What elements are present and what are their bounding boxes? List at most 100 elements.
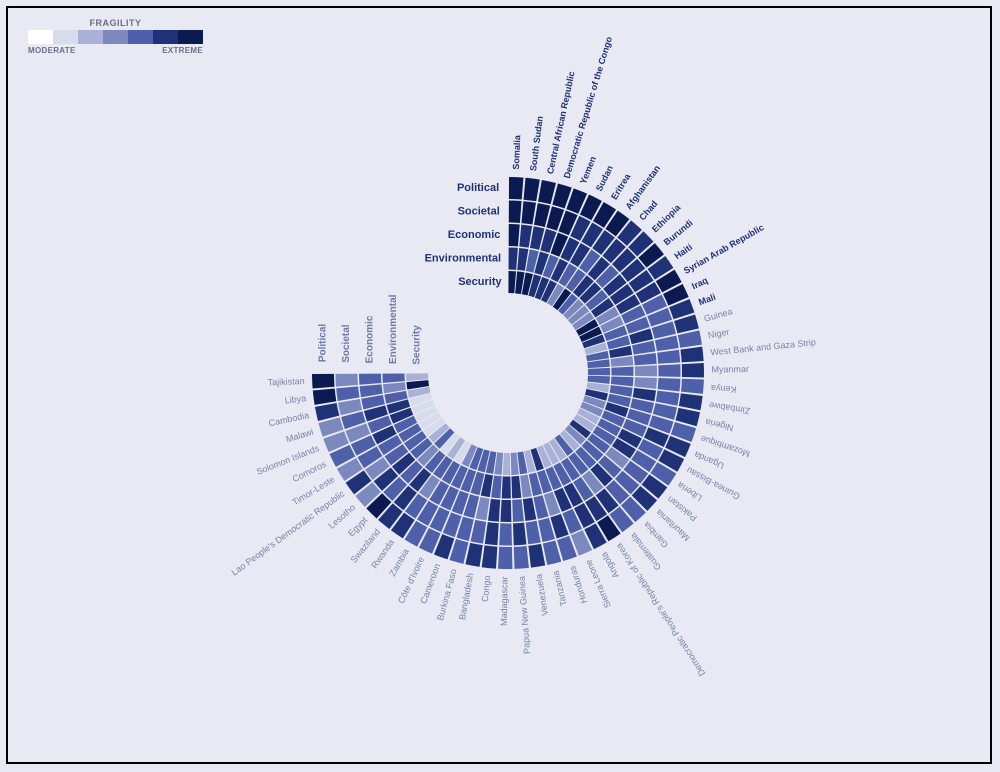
cell: [359, 374, 381, 385]
country-label: Nigeria: [704, 417, 734, 433]
dimension-label-outer: Economic: [365, 315, 376, 363]
country-label: Guinea: [703, 306, 734, 323]
cell: [514, 546, 529, 569]
cell: [682, 363, 704, 377]
cell: [336, 374, 358, 387]
dimension-label-inner: Political: [457, 182, 499, 194]
cell: [509, 248, 518, 270]
cell: [538, 180, 556, 204]
cell: [488, 499, 500, 522]
cell: [588, 368, 610, 376]
dimension-label-inner: Environmental: [425, 252, 501, 264]
cell: [336, 386, 359, 401]
country-label: Syrian Arab Republic: [682, 222, 766, 276]
cell: [611, 367, 633, 376]
cell: [635, 365, 657, 376]
cell: [315, 403, 339, 421]
chart-frame: FRAGILITY MODERATE EXTREME SomaliaSouth …: [6, 6, 992, 764]
cell: [508, 271, 516, 293]
cell: [658, 364, 680, 377]
cell: [502, 476, 511, 498]
cell: [611, 376, 634, 386]
country-label: Democratic People's Republic of Korea: [614, 541, 707, 678]
cell: [312, 374, 335, 389]
country-label: Yemen: [578, 155, 598, 186]
country-label: Egypt: [346, 515, 370, 539]
cell: [498, 547, 512, 569]
dimension-label-outer: Societal: [341, 324, 352, 363]
dimension-label-outer: Political: [318, 324, 329, 363]
cell: [383, 374, 405, 383]
country-label: Liberia: [676, 480, 704, 503]
country-label: Sudan: [594, 164, 615, 193]
cell: [512, 499, 524, 522]
cell: [526, 521, 541, 545]
country-label: Haiti: [672, 242, 694, 261]
dimension-label-inner: Societal: [458, 205, 500, 217]
cell: [511, 476, 521, 499]
cell: [521, 201, 536, 224]
country-label: Papua New Guinea: [517, 576, 532, 655]
cell: [519, 225, 532, 248]
country-label: Somalia: [511, 134, 522, 170]
cell: [678, 330, 702, 347]
country-label: Uganda: [693, 449, 726, 471]
country-label: Angola: [599, 550, 621, 579]
cell: [465, 543, 482, 567]
country-label: Myanmar: [711, 364, 749, 375]
cell: [499, 523, 512, 545]
cell: [681, 379, 704, 394]
country-label: Venezuela: [534, 573, 550, 616]
country-label: Chad: [637, 199, 659, 223]
country-label: Tajikistan: [267, 376, 304, 388]
cell: [513, 523, 526, 546]
cell: [588, 376, 610, 384]
country-label: Malawi: [285, 427, 315, 445]
cell: [313, 389, 337, 405]
cell: [503, 453, 511, 475]
country-label: Bangladesh: [457, 572, 475, 621]
cell: [528, 544, 545, 568]
cell: [500, 500, 511, 522]
cell: [485, 522, 499, 545]
cell: [406, 373, 428, 381]
cell: [658, 378, 681, 391]
dimension-label-outer: Environmental: [388, 294, 399, 364]
country-label: Burkina Faso: [435, 568, 459, 622]
cell: [509, 224, 520, 246]
cell: [491, 476, 502, 499]
cell: [611, 356, 634, 367]
cell: [679, 393, 703, 410]
country-label: Niger: [707, 327, 730, 341]
country-label: Lao People's Democratic Republic: [230, 488, 347, 577]
country-label: Madagascar: [499, 576, 510, 626]
country-label: Honduras: [567, 564, 589, 605]
cell: [482, 545, 498, 568]
cell: [634, 353, 657, 365]
country-label: Congo: [480, 575, 493, 602]
country-label: Mali: [697, 292, 717, 307]
cell: [509, 201, 522, 223]
cell: [360, 384, 383, 397]
radial-chart: SomaliaSouth SudanCentral African Republ…: [8, 8, 994, 766]
country-label: Zambia: [387, 547, 411, 578]
cell: [657, 350, 680, 364]
country-label: Iraq: [690, 275, 709, 291]
country-label: Libya: [284, 393, 307, 406]
country-label: West Bank and Gaza Strip: [710, 337, 816, 357]
cell: [655, 335, 679, 351]
cell: [656, 391, 680, 406]
country-label: South Sudan: [528, 115, 545, 171]
dimension-label-outer: Security: [412, 325, 423, 365]
country-label: Zimbabwe: [708, 400, 751, 416]
dimension-label-inner: Security: [458, 276, 502, 288]
cell: [634, 377, 657, 389]
country-label: Cambodia: [268, 410, 310, 428]
cell: [509, 177, 524, 200]
cell: [680, 347, 703, 363]
dimension-label-inner: Economic: [448, 229, 501, 241]
country-label: Kenya: [711, 383, 737, 395]
cell: [511, 453, 519, 475]
cell: [524, 178, 540, 202]
country-label: Tanzania: [551, 570, 569, 607]
